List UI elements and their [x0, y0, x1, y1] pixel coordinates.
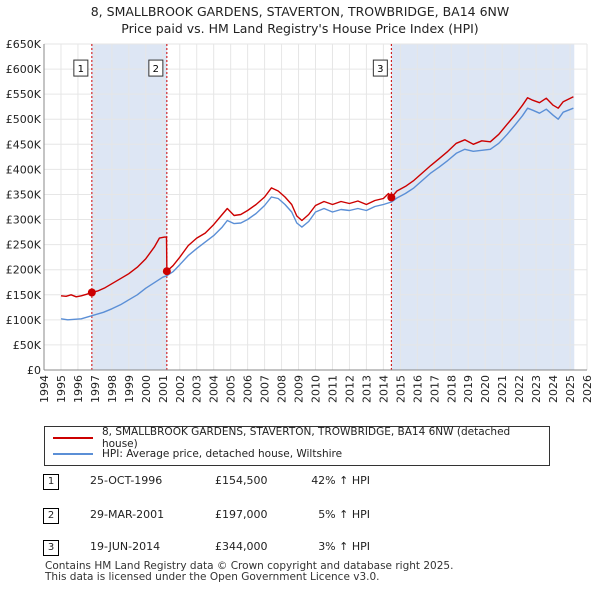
legend-swatch-hpi [53, 453, 93, 455]
x-tick-label: 2019 [462, 375, 475, 403]
footer-attribution: Contains HM Land Registry data © Crown c… [45, 561, 453, 583]
x-tick-label: 2017 [428, 375, 441, 403]
x-tick-label: 1997 [89, 375, 102, 403]
hpi-line [60, 107, 574, 321]
x-tick-label: 2010 [310, 375, 323, 403]
footer-copyright: Contains HM Land Registry data © Crown c… [45, 560, 454, 572]
y-tick-label: £100K [6, 314, 42, 327]
sale-date: 19-JUN-2014 [90, 540, 161, 553]
x-tick-label: 2000 [140, 375, 153, 403]
chart-title: 8, SMALLBROOK GARDENS, STAVERTON, TROWBR… [90, 4, 510, 19]
sale-label: 2 [153, 64, 159, 75]
x-tick-label: 2020 [479, 375, 492, 403]
sale-row: 3 19-JUN-2014 £344,000 3% ↑ HPI [0, 540, 600, 558]
x-tick-label: 2008 [276, 375, 289, 403]
sale-row: 2 29-MAR-2001 £197,000 5% ↑ HPI [0, 508, 600, 526]
x-tick-label: 2014 [377, 375, 390, 403]
sale-date: 25-OCT-1996 [90, 474, 163, 487]
sale-number-badge: 1 [43, 474, 59, 490]
sale-hpi-change: 3% ↑ HPI [318, 540, 370, 553]
sale-date: 29-MAR-2001 [90, 508, 165, 521]
sale-point [162, 267, 171, 276]
y-tick-label: £350K [6, 188, 42, 201]
legend-swatch-property [53, 437, 93, 439]
sale-price: £344,000 [215, 540, 268, 553]
y-tick-label: £250K [6, 239, 42, 252]
sale-label: 3 [377, 64, 383, 75]
chart-subtitle: Price paid vs. HM Land Registry's House … [121, 21, 479, 36]
sale-hpi-change: 42% ↑ HPI [311, 474, 370, 487]
x-tick-label: 1999 [123, 375, 136, 403]
x-tick-label: 2007 [259, 375, 272, 403]
x-tick-label: 2003 [191, 375, 204, 403]
y-tick-label: £150K [6, 289, 42, 302]
sale-label-box [372, 59, 388, 77]
legend-label-property: 8, SMALLBROOK GARDENS, STAVERTON, TROWBR… [101, 426, 511, 450]
x-tick-label: 2011 [326, 375, 339, 403]
legend-label-hpi: HPI: Average price, detached house, Wilt… [102, 448, 343, 460]
property-price-line [60, 96, 574, 298]
sale-label: 1 [78, 64, 84, 75]
x-tick-label: 2016 [411, 375, 424, 403]
sale-label-box [148, 59, 164, 77]
chart-legend: 8, SMALLBROOK GARDENS, STAVERTON, TROWBR… [44, 426, 550, 466]
y-tick-label: £550K [6, 88, 42, 101]
legend-item-property: 8, SMALLBROOK GARDENS, STAVERTON, TROWBR… [45, 426, 549, 450]
x-tick-label: 2012 [343, 375, 356, 403]
x-tick-label: 2022 [513, 375, 526, 403]
x-tick-label: 2002 [174, 375, 187, 403]
x-tick-label: 2026 [581, 375, 594, 403]
x-tick-label: 2023 [530, 375, 543, 403]
x-tick-label: 1998 [106, 375, 119, 403]
y-tick-label: £300K [6, 214, 42, 227]
x-tick-label: 2004 [208, 375, 221, 403]
x-tick-label: 2013 [360, 375, 373, 403]
x-tick-label: 2001 [157, 375, 170, 403]
sale-number-badge: 3 [43, 540, 59, 556]
x-tick-label: 2024 [547, 375, 560, 403]
sale-label-box [73, 59, 89, 77]
sale-point [387, 193, 396, 202]
sale-number-badge: 2 [43, 508, 59, 524]
x-tick-label: 2009 [293, 375, 306, 403]
legend-item-hpi: HPI: Average price, detached house, Wilt… [45, 446, 342, 462]
x-tick-label: 1996 [72, 375, 85, 403]
x-tick-label: 1994 [38, 375, 51, 403]
sale-row: 1 25-OCT-1996 £154,500 42% ↑ HPI [0, 474, 600, 492]
sale-price: £197,000 [215, 508, 268, 521]
shaded-period [391, 44, 575, 370]
x-tick-label: 2018 [445, 375, 458, 403]
x-tick-label: 2006 [242, 375, 255, 403]
sale-point [87, 288, 96, 297]
x-tick-label: 2005 [225, 375, 238, 403]
footer-license: This data is licensed under the Open Gov… [45, 571, 380, 583]
x-tick-label: 2025 [564, 375, 577, 403]
price-chart: £0 £50K £100K £150K £200K £250K £300K £350K £400… [6, 38, 594, 403]
x-tick-label: 2015 [394, 375, 407, 403]
y-tick-label: £450K [6, 138, 42, 151]
sale-price: £154,500 [215, 474, 268, 487]
x-tick-label: 2021 [496, 375, 509, 403]
y-tick-label: £50K [13, 339, 42, 352]
y-tick-label: £600K [6, 63, 42, 76]
y-tick-label: £0 [27, 364, 41, 377]
y-tick-label: £650K [6, 38, 42, 51]
y-tick-label: £400K [6, 163, 42, 176]
sale-hpi-change: 5% ↑ HPI [318, 508, 370, 521]
y-tick-label: £500K [6, 113, 42, 126]
y-tick-label: £200K [6, 264, 42, 277]
x-tick-label: 1995 [55, 375, 68, 403]
